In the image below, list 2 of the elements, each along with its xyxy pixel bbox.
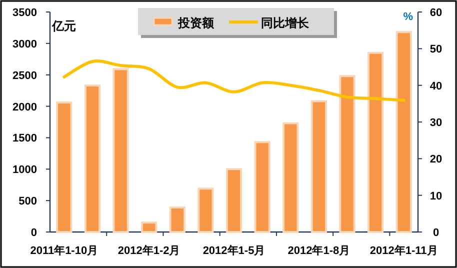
y2label: % — [403, 11, 413, 23]
ylabel: 亿元 — [52, 19, 76, 33]
